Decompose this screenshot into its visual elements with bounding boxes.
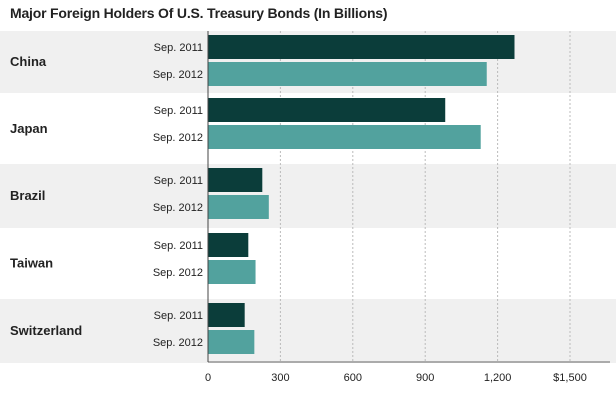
- bar-japan-2012: [208, 125, 481, 149]
- bar-switzerland-2012: [208, 330, 255, 354]
- series-label: Sep. 2012: [153, 69, 203, 81]
- bar-brazil-2011: [208, 168, 263, 192]
- series-label: Sep. 2011: [154, 105, 203, 117]
- x-tick-label: 300: [271, 372, 289, 384]
- series-label: Sep. 2011: [154, 175, 203, 187]
- bar-taiwan-2011: [208, 233, 249, 257]
- x-tick-label: 0: [205, 372, 211, 384]
- x-tick-label: $1,500: [553, 372, 587, 384]
- series-label: Sep. 2012: [153, 337, 203, 349]
- row-band-switzerland: [0, 299, 616, 363]
- series-label: Sep. 2012: [153, 202, 203, 214]
- series-label: Sep. 2012: [153, 267, 203, 279]
- bar-brazil-2012: [208, 195, 269, 219]
- row-band-brazil: [0, 164, 616, 228]
- category-label-switzerland: Switzerland: [10, 323, 82, 338]
- series-label: Sep. 2011: [154, 42, 203, 54]
- category-label-japan: Japan: [10, 121, 48, 136]
- series-label: Sep. 2011: [154, 310, 203, 322]
- category-label-brazil: Brazil: [10, 188, 45, 203]
- series-label: Sep. 2011: [154, 240, 203, 252]
- gridlines: [279, 31, 571, 362]
- chart-title: Major Foreign Holders Of U.S. Treasury B…: [10, 5, 388, 21]
- bar-china-2012: [208, 62, 487, 86]
- x-axis: 0 300 600 900 1,200 $1,500: [205, 31, 610, 384]
- labels: China Sep. 2011 Sep. 2012 Japan Sep. 2011 Sep…: [10, 42, 203, 349]
- x-tick-label: 900: [416, 372, 434, 384]
- bar-japan-2011: [208, 98, 446, 122]
- x-tick-label: 1,200: [484, 372, 512, 384]
- series-label: Sep. 2012: [153, 132, 203, 144]
- bars: [208, 35, 515, 354]
- category-label-china: China: [10, 54, 47, 69]
- category-label-taiwan: Taiwan: [10, 256, 53, 271]
- bar-switzerland-2011: [208, 303, 245, 327]
- bar-taiwan-2012: [208, 260, 256, 284]
- bar-china-2011: [208, 35, 515, 59]
- x-tick-label: 600: [344, 372, 362, 384]
